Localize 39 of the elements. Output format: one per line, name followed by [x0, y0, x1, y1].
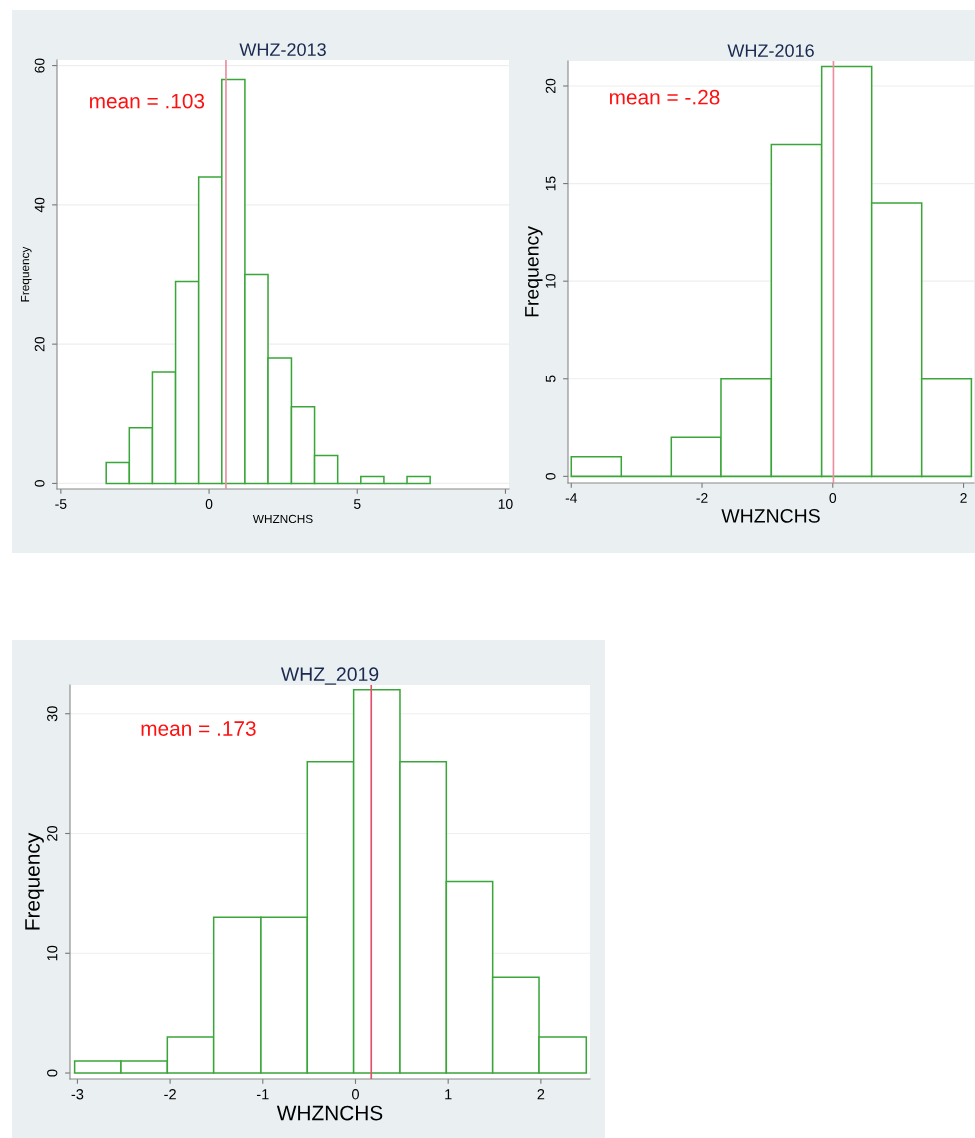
chart-title: WHZ-2013 — [239, 43, 326, 57]
y-tick-label: 60 — [34, 58, 45, 73]
y-tick-label: 20 — [47, 825, 58, 841]
x-tick-label: -2 — [696, 493, 708, 503]
x-tick-label: 5 — [353, 499, 361, 509]
y-tick-label: 0 — [34, 480, 45, 487]
y-tick-label: 15 — [545, 176, 556, 191]
x-tick-label: 1 — [445, 1089, 452, 1100]
y-tick-label: 0 — [47, 1069, 58, 1077]
x-axis-title: WHZNCHS — [252, 514, 313, 524]
annotation: mean = -.28 — [609, 89, 720, 105]
y-tick-label: 0 — [545, 473, 556, 480]
y-tick-label: 40 — [34, 197, 45, 213]
x-tick-label: 0 — [352, 1089, 359, 1100]
y-tick-label: 20 — [34, 336, 45, 352]
annotation: mean = .103 — [90, 93, 205, 109]
chart-title: WHZ_2019 — [280, 667, 379, 685]
x-axis-title: WHZNCHS — [721, 508, 820, 523]
y-tick-label: 20 — [545, 78, 556, 94]
x-tick-label: -3 — [71, 1089, 84, 1100]
x-tick-label: -1 — [256, 1089, 269, 1100]
y-tick-label: 10 — [545, 273, 556, 288]
x-tick-label: 2 — [537, 1089, 545, 1100]
x-tick-label: -4 — [565, 493, 578, 503]
x-tick-label: 2 — [960, 493, 967, 503]
y-tick-label: 10 — [47, 945, 58, 961]
x-tick-label: -2 — [164, 1089, 176, 1100]
y-axis-title: Frequency — [525, 226, 543, 317]
y-axis-title: Frequency — [20, 246, 32, 302]
y-tick-label: 5 — [545, 375, 556, 383]
x-tick-label: 0 — [205, 499, 213, 509]
x-tick-label: 0 — [829, 493, 837, 503]
x-tick-label: 10 — [498, 499, 513, 509]
annotation: mean = .173 — [141, 721, 256, 736]
y-axis-title: Frequency — [25, 832, 44, 930]
x-axis-title: WHZNCHS — [276, 1105, 383, 1121]
chart-title: WHZ-2016 — [727, 44, 814, 58]
y-tick-label: 30 — [47, 706, 58, 722]
x-tick-label: -5 — [55, 499, 67, 509]
